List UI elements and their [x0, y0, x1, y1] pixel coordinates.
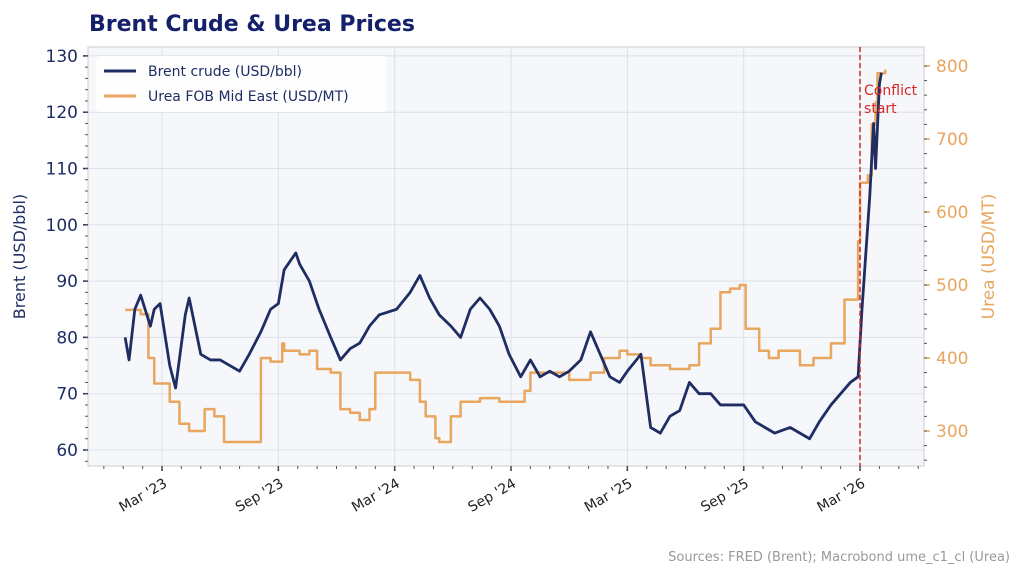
x-tick-label: Mar '24: [349, 476, 403, 516]
x-tick-label: Sep '23: [233, 476, 286, 516]
x-tick-label: Mar '23: [117, 476, 170, 516]
legend-label-brent: Brent crude (USD/bbl): [148, 64, 302, 80]
series-line-brent: [123, 72, 883, 441]
x-tick-label: Mar '25: [582, 476, 635, 516]
legend-box: [96, 56, 386, 112]
x-tick-label: Sep '24: [466, 476, 520, 516]
y-right-axis-label: Urea (USD/MT): [979, 194, 999, 320]
y-right-tick-label: 400: [936, 349, 968, 369]
series-line-urea: [125, 69, 887, 444]
y-right-tick-label: 300: [936, 422, 968, 442]
y-left-tick-label: 60: [56, 441, 78, 461]
y-left-tick-label: 90: [56, 272, 78, 292]
y-right-tick-label: 700: [936, 130, 968, 150]
x-tick-label: Mar '26: [815, 476, 869, 516]
y-left-tick-label: 100: [46, 216, 78, 236]
y-right-tick-label: 500: [936, 276, 968, 296]
legend-label-urea: Urea FOB Mid East (USD/MT): [148, 89, 349, 105]
legend: Brent crude (USD/bbl) Urea FOB Mid East …: [96, 56, 386, 112]
y-right-tick-label: 800: [936, 57, 968, 77]
x-tick-label: Sep '25: [698, 476, 751, 516]
y-left-tick-label: 130: [46, 47, 78, 67]
chart-title: Brent Crude & Urea Prices: [89, 12, 415, 37]
y-left-axis-label: Brent (USD/bbl): [10, 194, 29, 319]
conflict-annotation-line2: start: [864, 101, 897, 117]
grid: [88, 47, 924, 466]
plot-area: [87, 46, 925, 467]
y-left-tick-label: 70: [56, 385, 78, 405]
y-left-tick-label: 110: [46, 160, 78, 180]
y-left-tick-label: 120: [46, 103, 78, 123]
y-left-tick-label: 80: [56, 328, 78, 348]
conflict-annotation-line1: Conflict: [864, 83, 918, 99]
series-layer: Conflict start: [123, 47, 918, 466]
y-right-tick-label: 600: [936, 203, 968, 223]
source-note: Sources: FRED (Brent); Macrobond ume_c1_…: [668, 550, 1010, 565]
